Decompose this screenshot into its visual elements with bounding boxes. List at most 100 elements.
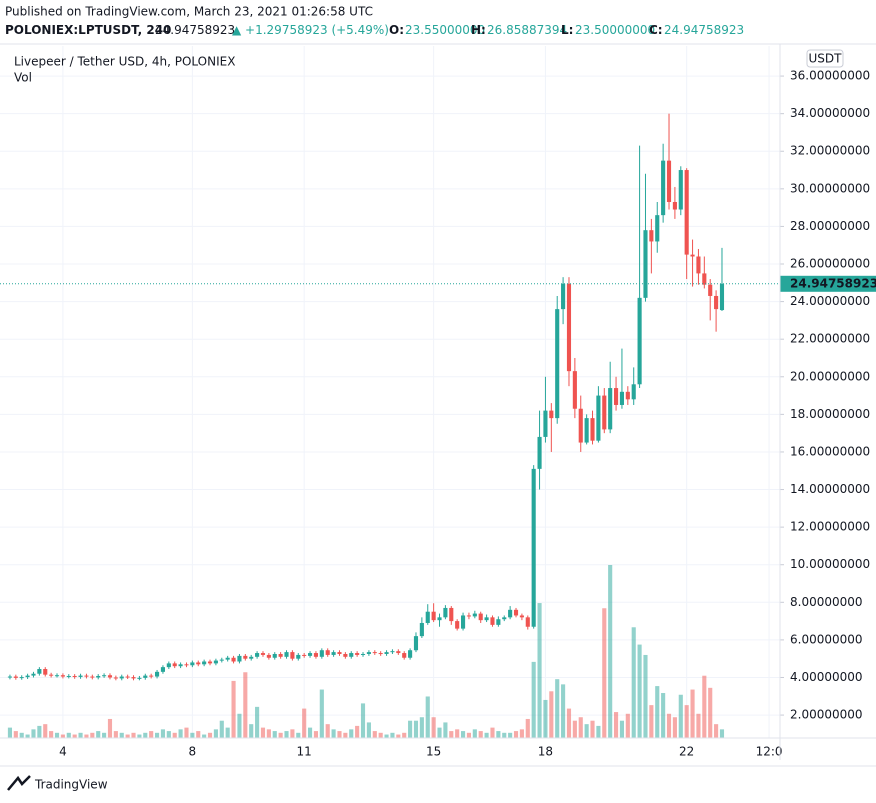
volume-bar <box>531 661 536 738</box>
volume-bar <box>78 732 83 738</box>
volume-bar <box>360 703 366 738</box>
volume-bar <box>708 687 713 738</box>
volume-bar <box>402 732 407 738</box>
published-line: Published on TradingView.com, March 23, … <box>5 5 373 19</box>
candle-body <box>531 468 536 627</box>
volume-bar <box>631 627 636 738</box>
volume-bar <box>355 725 360 738</box>
volume-bar <box>702 675 707 738</box>
y-tick-label: 36.00000000 <box>790 69 870 83</box>
candle-body <box>543 410 548 437</box>
volume-label: Vol <box>14 71 32 85</box>
x-tick-label: 12:0 <box>756 745 783 759</box>
y-tick-label: 34.00000000 <box>790 106 870 120</box>
candle-body <box>366 652 371 654</box>
candle-body <box>196 662 201 665</box>
volume-bar <box>372 731 377 738</box>
candle-body <box>678 170 683 210</box>
last-value: 24.94758923 <box>155 23 235 37</box>
candle-body <box>666 160 672 202</box>
volume-bar <box>566 708 572 738</box>
close-label: C: <box>649 23 663 37</box>
y-tick-label: 20.00000000 <box>790 369 870 383</box>
volume-bar <box>555 679 560 738</box>
candle-body <box>455 621 460 629</box>
candle-body <box>54 675 60 677</box>
candle-body <box>313 653 319 657</box>
candle-body <box>396 651 401 654</box>
x-tick-label: 4 <box>59 745 67 759</box>
volume-bar <box>537 603 542 738</box>
candle-body <box>478 613 483 621</box>
volume-bar <box>190 732 195 738</box>
candle-body <box>590 418 595 441</box>
candle-body <box>672 201 677 210</box>
candle-body <box>449 607 454 622</box>
volume-bar <box>102 732 107 738</box>
volume-bar <box>284 731 289 738</box>
volume-bar <box>172 732 177 738</box>
x-tick-label: 15 <box>426 745 441 759</box>
candle-body <box>307 653 313 656</box>
last-price-label: 24.94758923 <box>790 276 876 290</box>
volume-bar <box>596 725 601 738</box>
candle-body <box>443 607 448 618</box>
candle-body <box>484 617 489 621</box>
volume-bar <box>237 713 242 738</box>
volume-bar <box>584 724 589 738</box>
candle-body <box>60 675 65 677</box>
candle-body <box>637 297 642 385</box>
candle-body <box>425 611 430 623</box>
candle-body <box>519 615 524 618</box>
volume-bar <box>249 724 254 738</box>
volume-bar <box>431 717 436 738</box>
open-value: 23.55000000 <box>405 23 485 37</box>
y-tick-label: 10.00000000 <box>790 557 870 571</box>
volume-bar <box>425 696 430 738</box>
low-label: L: <box>561 23 573 37</box>
candle-body <box>619 391 625 405</box>
volume-bar <box>608 565 613 738</box>
high-label: H: <box>471 23 486 37</box>
candle-body <box>690 254 695 257</box>
y-tick-label: 16.00000000 <box>790 444 870 458</box>
chart-title: Livepeer / Tether USD, 4h, POLONIEX <box>14 55 235 69</box>
candle-body <box>43 669 48 675</box>
candle-body <box>154 671 160 677</box>
volume-bar <box>84 734 89 738</box>
candle-body <box>13 676 18 678</box>
volume-bar <box>413 720 419 738</box>
candle-body <box>578 408 583 443</box>
volume-bar <box>272 731 277 738</box>
volume-bar <box>578 717 583 738</box>
volume-bar <box>90 732 95 738</box>
last-price-flag <box>780 275 876 292</box>
volume-bar <box>390 732 395 738</box>
volume-bar <box>455 729 460 738</box>
x-tick-label: 11 <box>297 745 312 759</box>
candle-body <box>78 675 83 677</box>
volume-bar <box>460 731 466 738</box>
volume-bar <box>643 654 648 738</box>
candle-body <box>561 283 566 310</box>
volume-bar <box>490 727 495 738</box>
volume-bar <box>572 720 577 738</box>
volume-bar <box>255 706 260 738</box>
candle-body <box>249 656 254 659</box>
currency-button[interactable] <box>806 49 844 68</box>
x-tick-label: 8 <box>189 745 197 759</box>
volume-bar <box>678 694 683 738</box>
y-tick-label: 6.00000000 <box>790 632 863 646</box>
y-tick-label: 18.00000000 <box>790 407 870 421</box>
volume-bar <box>19 732 24 738</box>
volume-bar <box>666 713 672 738</box>
volume-bar <box>561 684 566 738</box>
candle-body <box>372 652 377 654</box>
y-tick-label: 8.00000000 <box>790 595 863 609</box>
candle-body <box>84 675 89 677</box>
footer-brand: TradingView <box>34 778 108 792</box>
y-tick-label: 14.00000000 <box>790 482 870 496</box>
candle-body <box>419 622 424 637</box>
candle-body <box>225 657 230 660</box>
volume-bar <box>113 731 118 738</box>
